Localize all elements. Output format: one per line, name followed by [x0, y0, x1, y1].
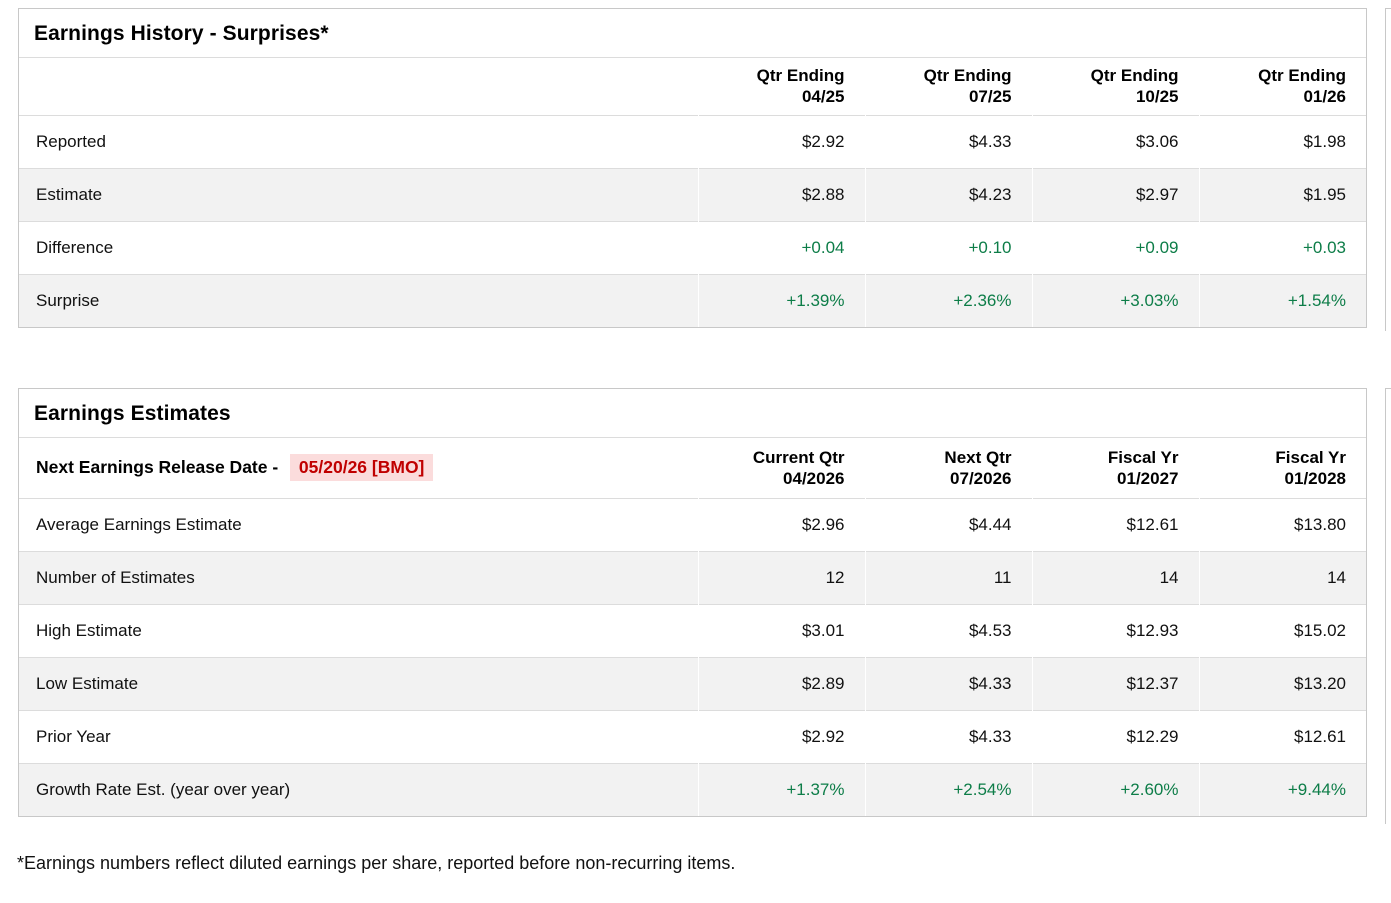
row-label: Surprise [19, 273, 698, 327]
cell-value: $12.61 [1198, 709, 1366, 763]
column-header-qtr-1025: Qtr Ending 10/25 [1031, 58, 1199, 115]
cell-value-positive: +0.03 [1198, 220, 1366, 274]
row-label: Growth Rate Est. (year over year) [19, 762, 698, 816]
row-label: Estimate [19, 167, 698, 221]
column-header-line1: Current Qtr [752, 447, 845, 467]
row-label: Number of Estimates [19, 550, 698, 604]
column-header-line1: Fiscal Yr [1107, 447, 1179, 467]
column-header-line1: Qtr Ending [1258, 66, 1346, 86]
earnings-history-title: Earnings History - Surprises* [19, 9, 1366, 58]
cell-value: 14 [1031, 550, 1199, 604]
cell-value: $4.33 [864, 709, 1032, 763]
column-header-qtr-0425: Qtr Ending 04/25 [697, 58, 865, 115]
cell-value: $3.01 [697, 603, 865, 657]
cell-value: $4.23 [864, 167, 1032, 221]
row-label: Average Earnings Estimate [19, 497, 698, 551]
row-label: Prior Year [19, 709, 698, 763]
cell-value: $2.89 [697, 656, 865, 710]
cell-value: $2.88 [697, 167, 865, 221]
table-row-surprise: Surprise +1.39% +2.36% +3.03% +1.54% [19, 273, 1366, 327]
cutoff-panel-right-top [1385, 8, 1391, 331]
cell-value: $2.97 [1031, 167, 1199, 221]
column-header-line1: Fiscal Yr [1275, 447, 1346, 467]
cell-value: 14 [1198, 550, 1366, 604]
table-row-prior-year: Prior Year $2.92 $4.33 $12.29 $12.61 [19, 709, 1366, 763]
column-header-line2: 01/26 [1303, 87, 1346, 107]
cell-value-positive: +0.09 [1031, 220, 1199, 274]
cutoff-panel-right-bottom [1385, 388, 1391, 824]
cell-value-positive: +0.04 [697, 220, 865, 274]
cell-value-positive: +2.36% [864, 273, 1032, 327]
next-earnings-release: Next Earnings Release Date - 05/20/26 [B… [19, 438, 698, 498]
column-header-line2: 10/25 [1135, 87, 1179, 107]
column-header-line1: Qtr Ending [1090, 66, 1179, 86]
cell-value-positive: +2.54% [864, 762, 1032, 816]
cell-value: 12 [697, 550, 865, 604]
table-row-growth-rate: Growth Rate Est. (year over year) +1.37%… [19, 762, 1366, 816]
earnings-history-panel: Earnings History - Surprises* Qtr Ending… [18, 8, 1367, 328]
table-row-low-estimate: Low Estimate $2.89 $4.33 $12.37 $13.20 [19, 656, 1366, 710]
earnings-footnote: *Earnings numbers reflect diluted earnin… [17, 853, 736, 873]
column-header-line2: 01/2027 [1117, 468, 1179, 488]
cell-value: $1.98 [1198, 114, 1366, 168]
row-label: Low Estimate [19, 656, 698, 710]
cell-value: $15.02 [1198, 603, 1366, 657]
earnings-estimates-header-row: Next Earnings Release Date - 05/20/26 [B… [19, 438, 1366, 498]
column-header-next-qtr: Next Qtr 07/2026 [864, 438, 1032, 498]
column-header-line1: Next Qtr [944, 447, 1012, 467]
cell-value: $2.92 [697, 709, 865, 763]
column-header-qtr-0126: Qtr Ending 01/26 [1198, 58, 1366, 115]
column-header-line2: 07/25 [968, 87, 1012, 107]
cell-value: $2.96 [697, 497, 865, 551]
cell-value-positive: +1.39% [697, 273, 865, 327]
column-header-qtr-0725: Qtr Ending 07/25 [864, 58, 1032, 115]
header-spacer [19, 58, 698, 115]
cell-value: $12.93 [1031, 603, 1199, 657]
earnings-history-header-row: Qtr Ending 04/25 Qtr Ending 07/25 Qtr En… [19, 58, 1366, 115]
earnings-estimates-panel: Earnings Estimates Next Earnings Release… [18, 388, 1367, 817]
cell-value: 11 [864, 550, 1032, 604]
column-header-line1: Qtr Ending [756, 66, 845, 86]
cell-value-positive: +1.54% [1198, 273, 1366, 327]
column-header-line2: 04/2026 [783, 468, 845, 488]
column-header-line1: Qtr Ending [923, 66, 1012, 86]
cell-value: $3.06 [1031, 114, 1199, 168]
table-row-difference: Difference +0.04 +0.10 +0.09 +0.03 [19, 220, 1366, 274]
column-header-line2: 07/2026 [950, 468, 1012, 488]
table-row-number-of-estimates: Number of Estimates 12 11 14 14 [19, 550, 1366, 604]
cell-value-positive: +9.44% [1198, 762, 1366, 816]
column-header-fiscal-2027: Fiscal Yr 01/2027 [1031, 438, 1199, 498]
column-header-line2: 01/2028 [1284, 468, 1346, 488]
table-row-high-estimate: High Estimate $3.01 $4.53 $12.93 $15.02 [19, 603, 1366, 657]
row-label: Difference [19, 220, 698, 274]
release-date-label: Next Earnings Release Date - [36, 457, 279, 478]
cell-value: $12.61 [1031, 497, 1199, 551]
cell-value: $4.44 [864, 497, 1032, 551]
cell-value: $1.95 [1198, 167, 1366, 221]
table-row-reported: Reported $2.92 $4.33 $3.06 $1.98 [19, 114, 1366, 168]
table-row-average-estimate: Average Earnings Estimate $2.96 $4.44 $1… [19, 497, 1366, 551]
cell-value: $4.33 [864, 656, 1032, 710]
cell-value-positive: +3.03% [1031, 273, 1199, 327]
column-header-fiscal-2028: Fiscal Yr 01/2028 [1198, 438, 1366, 498]
cell-value-positive: +1.37% [697, 762, 865, 816]
cell-value: $12.37 [1031, 656, 1199, 710]
release-date-value: 05/20/26 [BMO] [289, 454, 434, 482]
cell-value: $12.29 [1031, 709, 1199, 763]
cell-value: $13.80 [1198, 497, 1366, 551]
cell-value: $4.33 [864, 114, 1032, 168]
row-label: Reported [19, 114, 698, 168]
cell-value: $13.20 [1198, 656, 1366, 710]
column-header-current-qtr: Current Qtr 04/2026 [697, 438, 865, 498]
earnings-history-table: Qtr Ending 04/25 Qtr Ending 07/25 Qtr En… [19, 58, 1366, 327]
cell-value: $4.53 [864, 603, 1032, 657]
cell-value-positive: +0.10 [864, 220, 1032, 274]
row-label: High Estimate [19, 603, 698, 657]
column-header-line2: 04/25 [801, 87, 845, 107]
earnings-estimates-table: Next Earnings Release Date - 05/20/26 [B… [19, 438, 1366, 816]
table-row-estimate: Estimate $2.88 $4.23 $2.97 $1.95 [19, 167, 1366, 221]
cell-value: $2.92 [697, 114, 865, 168]
earnings-estimates-title: Earnings Estimates [19, 389, 1366, 438]
cell-value-positive: +2.60% [1031, 762, 1199, 816]
